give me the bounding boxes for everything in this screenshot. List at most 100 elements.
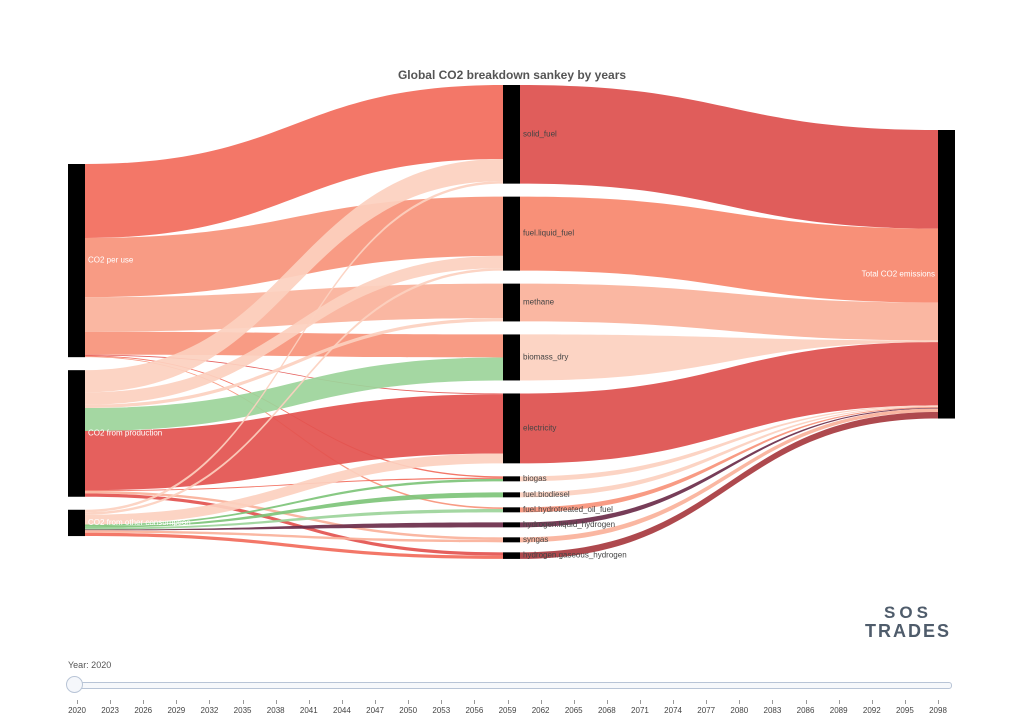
link-co2_other-to-hydrotreated[interactable]: [85, 509, 503, 530]
sankey-chart: CO2 per use CO2 from production CO2 from o…: [68, 85, 955, 560]
link-liquid_hydrogen-to-total[interactable]: [520, 407, 938, 528]
year-tick-mark: [706, 700, 708, 704]
link-electricity-to-total[interactable]: [520, 342, 938, 464]
year-tick-mark: [673, 700, 675, 704]
year-tick-mark: [308, 700, 310, 704]
year-tick-mark: [540, 700, 542, 704]
node-biodiesel[interactable]: [503, 492, 520, 498]
link-biomass_dry-to-total[interactable]: [520, 334, 938, 381]
link-syngas-to-total[interactable]: [520, 408, 938, 543]
year-tick-2050[interactable]: 2050: [399, 706, 418, 715]
link-biogas-to-total[interactable]: [520, 405, 938, 482]
link-co2_per_use-to-liquid_fuel[interactable]: [85, 196, 503, 298]
link-co2_other-to-solid_fuel[interactable]: [85, 181, 503, 513]
year-tick-2080[interactable]: 2080: [730, 706, 749, 715]
node-co2_per_use[interactable]: [68, 164, 85, 358]
year-tick-2059[interactable]: 2059: [498, 706, 517, 715]
year-tick-2047[interactable]: 2047: [366, 706, 384, 715]
link-liquid_fuel-to-total[interactable]: [520, 196, 938, 303]
node-label-electricity: electricity: [523, 424, 556, 433]
year-tick-2098[interactable]: 2098: [929, 706, 947, 715]
year-tick-2026[interactable]: 2026: [134, 706, 153, 715]
node-label-hydrotreated: fuel.hydrotreated_oil_fuel: [523, 505, 613, 514]
year-tick-2032[interactable]: 2032: [200, 706, 219, 715]
year-tick-mark: [408, 700, 410, 704]
year-slider-handle[interactable]: [66, 676, 83, 693]
year-tick-2071[interactable]: 2071: [631, 706, 649, 715]
year-tick-2038[interactable]: 2038: [266, 706, 285, 715]
year-tick-mark: [739, 700, 741, 704]
link-co2_production-to-biomass_dry[interactable]: [85, 357, 503, 431]
node-total[interactable]: [938, 130, 955, 419]
link-co2_other-to-electricity[interactable]: [85, 453, 503, 525]
nodes-layer: [68, 85, 955, 559]
link-co2_other-to-liquid_fuel[interactable]: [85, 268, 503, 515]
node-syngas[interactable]: [503, 537, 520, 543]
year-tick-2068[interactable]: 2068: [597, 706, 616, 715]
year-tick-2056[interactable]: 2056: [465, 706, 484, 715]
year-tick-2092[interactable]: 2092: [862, 706, 881, 715]
year-tick-2023[interactable]: 2023: [101, 706, 120, 715]
node-electricity[interactable]: [503, 393, 520, 464]
link-co2_other-to-syngas[interactable]: [85, 530, 503, 543]
link-solid_fuel-to-total[interactable]: [520, 85, 938, 229]
year-tick-2053[interactable]: 2053: [432, 706, 451, 715]
link-co2_other-to-liquid_hydrogen[interactable]: [85, 522, 503, 531]
link-co2_production-to-gaseous_hydrogen[interactable]: [85, 493, 503, 556]
link-co2_other-to-biogas[interactable]: [85, 478, 503, 527]
link-co2_production-to-methane[interactable]: [85, 318, 503, 408]
node-methane[interactable]: [503, 283, 520, 322]
year-tick-mark: [573, 700, 575, 704]
year-tick-2083[interactable]: 2083: [763, 706, 782, 715]
link-co2_production-to-solid_fuel[interactable]: [85, 158, 503, 393]
link-co2_per_use-to-solid_fuel[interactable]: [85, 85, 503, 238]
year-tick-2074[interactable]: 2074: [664, 706, 682, 715]
node-biomass_dry[interactable]: [503, 334, 520, 381]
link-co2_other-to-gaseous_hydrogen[interactable]: [85, 532, 503, 559]
year-tick-2086[interactable]: 2086: [796, 706, 815, 715]
link-co2_production-to-syngas[interactable]: [85, 491, 503, 540]
labels-layer: CO2 per use CO2 from production CO2 from o…: [88, 129, 935, 559]
node-biogas[interactable]: [503, 476, 520, 482]
node-label-co2_other: CO2 from other consumption: [88, 518, 191, 527]
node-label-liquid_hydrogen: hydrogen.liquid_hydrogen: [523, 520, 615, 529]
year-tick-mark: [275, 700, 277, 704]
year-label: Year: 2020: [68, 660, 112, 670]
node-solid_fuel[interactable]: [503, 85, 520, 184]
node-gaseous_hydrogen[interactable]: [503, 552, 520, 559]
year-tick-2041[interactable]: 2041: [299, 706, 318, 715]
year-tick-mark: [871, 700, 873, 704]
year-tick-2062[interactable]: 2062: [531, 706, 550, 715]
year-slider-track[interactable]: [70, 682, 952, 689]
link-co2_per_use-to-electricity[interactable]: [85, 354, 503, 395]
year-tick-mark: [838, 700, 840, 704]
year-tick-2065[interactable]: 2065: [564, 706, 583, 715]
link-co2_production-to-electricity[interactable]: [85, 394, 503, 491]
year-tick-mark: [639, 700, 641, 704]
year-tick-2089[interactable]: 2089: [829, 706, 848, 715]
node-liquid_hydrogen[interactable]: [503, 522, 520, 528]
year-tick-2035[interactable]: 2035: [233, 706, 252, 715]
year-tick-2044[interactable]: 2044: [333, 706, 351, 715]
logo-top-text: SOS: [884, 603, 932, 622]
node-label-methane: methane: [523, 298, 555, 307]
year-tick-2077[interactable]: 2077: [697, 706, 716, 715]
year-tick-mark: [772, 700, 774, 704]
link-hydrotreated-to-total[interactable]: [520, 407, 938, 513]
year-tick-mark: [441, 700, 443, 704]
node-co2_production[interactable]: [68, 370, 85, 497]
link-biodiesel-to-total[interactable]: [520, 406, 938, 498]
chart-title: Global CO2 breakdown sankey by years: [397, 68, 627, 82]
node-liquid_fuel[interactable]: [503, 196, 520, 271]
link-co2_other-to-biodiesel[interactable]: [85, 492, 503, 528]
year-tick-2095[interactable]: 2095: [895, 706, 914, 715]
link-gaseous_hydrogen-to-total[interactable]: [520, 411, 938, 559]
node-co2_other[interactable]: [68, 509, 85, 537]
year-tick-2020[interactable]: 2020: [68, 706, 86, 715]
year-tick-2029[interactable]: 2029: [167, 706, 186, 715]
link-co2_production-to-liquid_fuel[interactable]: [85, 255, 503, 405]
node-label-solid_fuel: solid_fuel: [523, 129, 557, 138]
link-methane-to-total[interactable]: [520, 283, 938, 341]
node-label-biodiesel: fuel.biodiesel: [523, 490, 570, 499]
node-hydrotreated[interactable]: [503, 507, 520, 513]
